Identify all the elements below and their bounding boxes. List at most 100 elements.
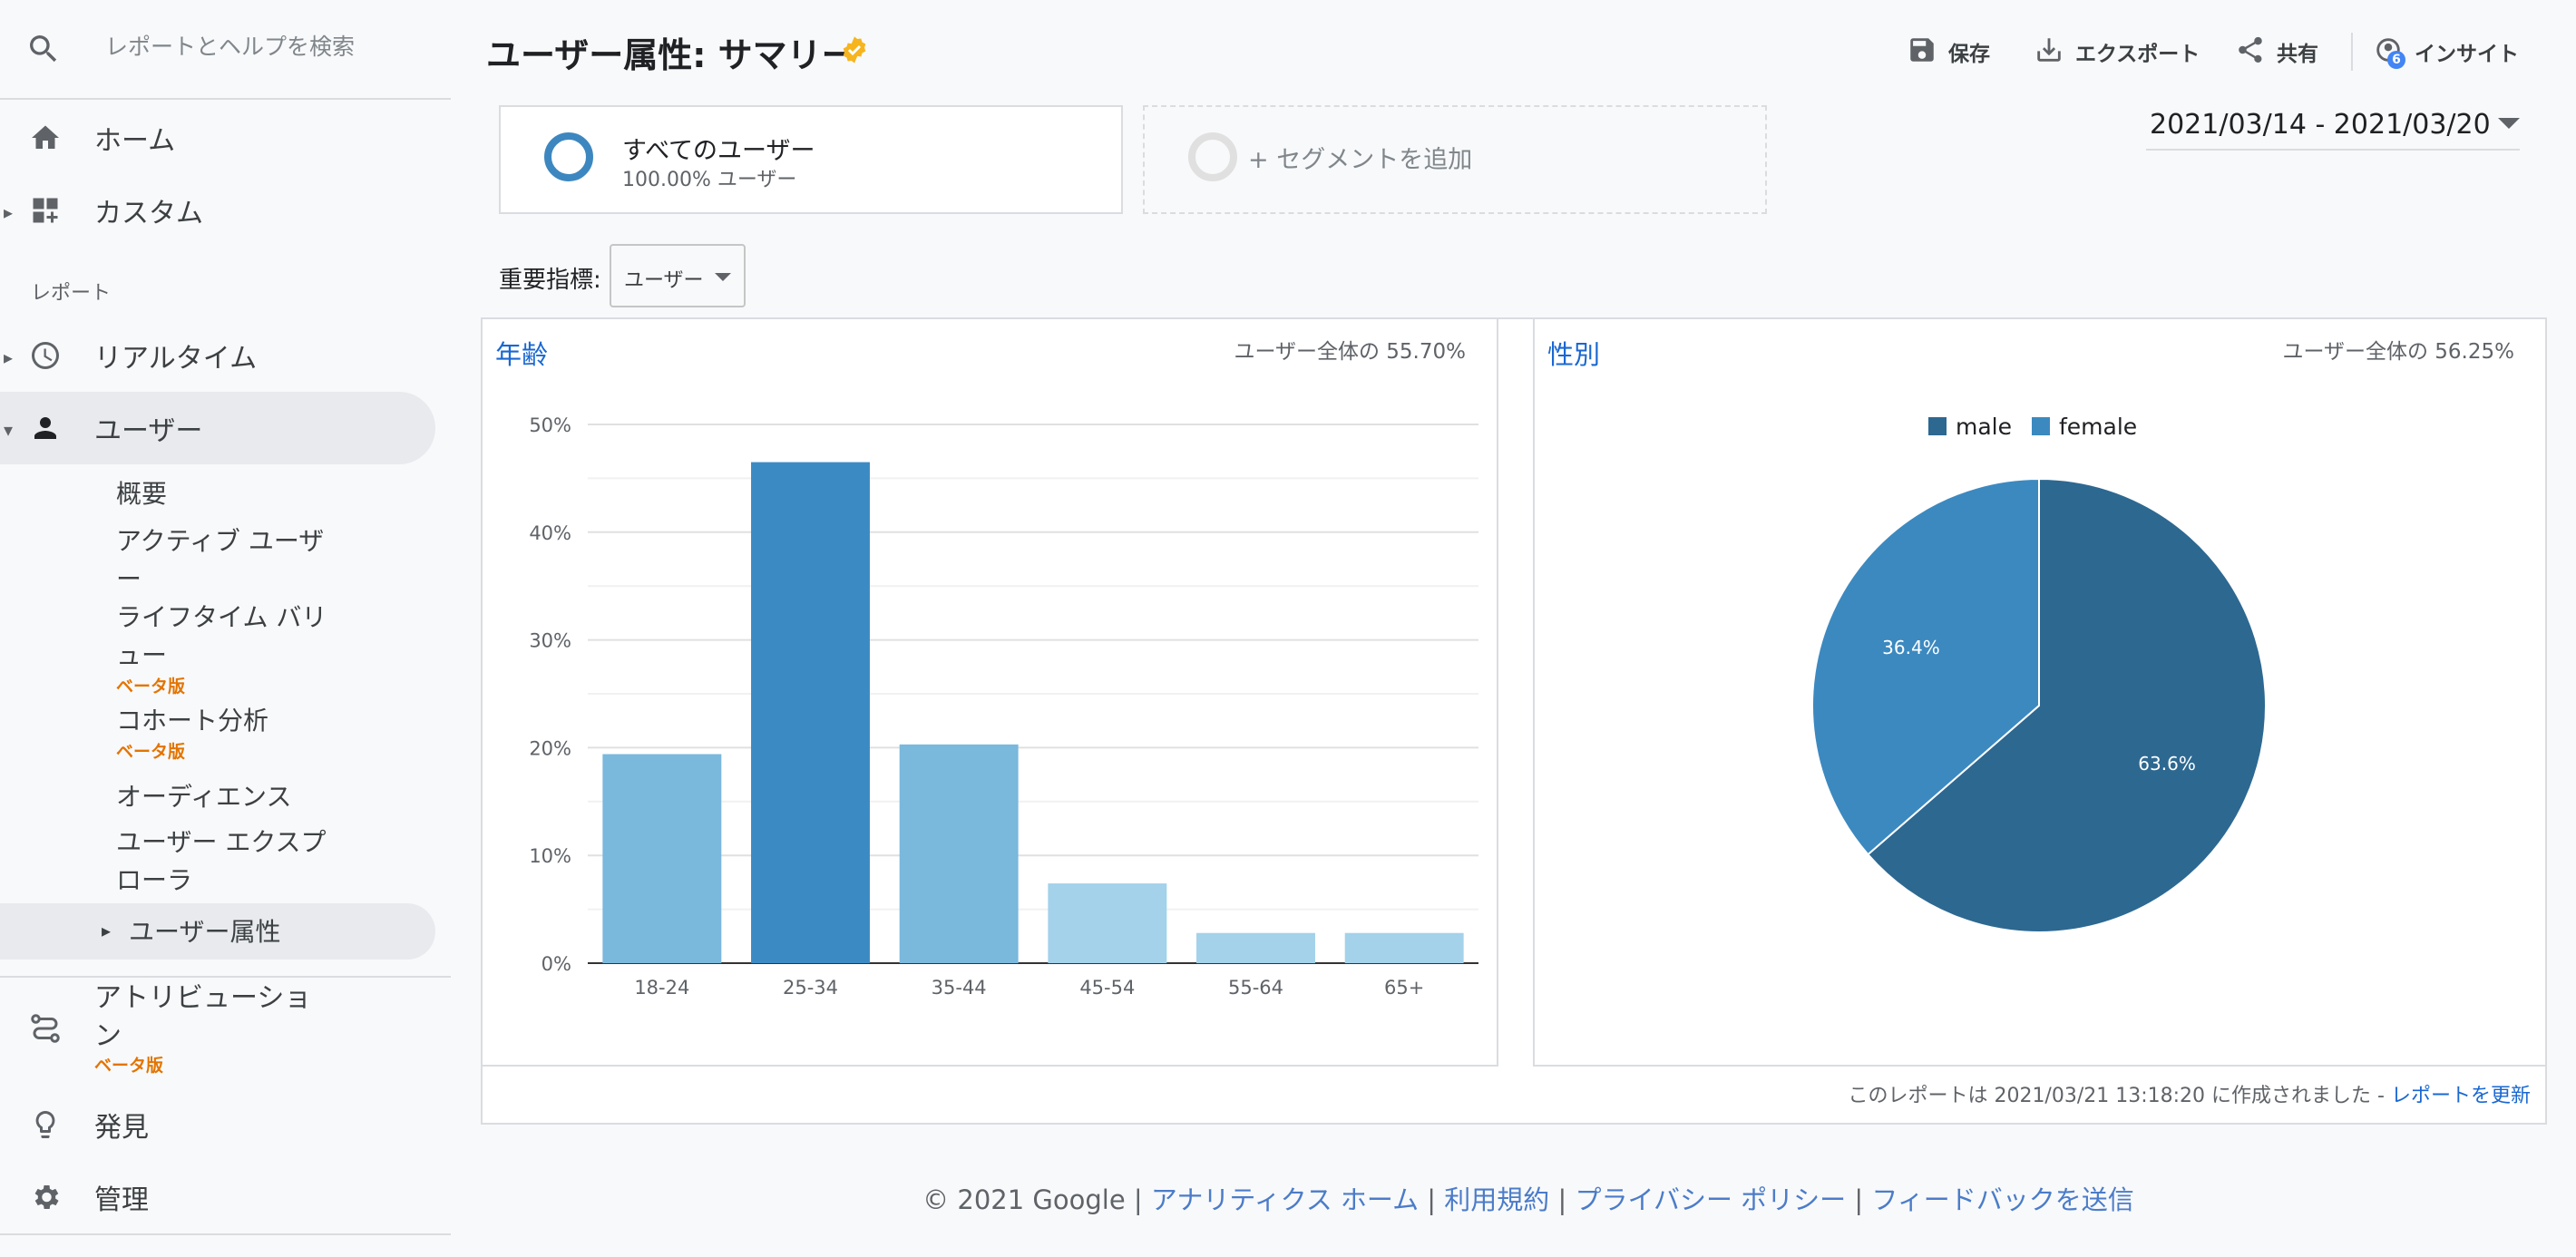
bar[interactable] (751, 462, 870, 963)
gear-icon (34, 1184, 59, 1210)
pie-slice-label: 36.4% (1882, 637, 1940, 658)
sidebar-item-label: ユーザー属性 (129, 917, 281, 947)
y-tick-label: 10% (529, 845, 571, 867)
expand-caret-icon[interactable]: ▸ (4, 201, 14, 223)
report-generated-note: このレポートは 2021/03/21 13:18:20 に作成されました - レ… (1848, 1079, 2531, 1108)
date-range-picker[interactable]: 2021/03/14 - 2021/03/20 (2146, 105, 2520, 151)
footer-link-terms[interactable]: 利用規約 (1444, 1184, 1550, 1215)
copyright-text: © 2021 Google (922, 1184, 1126, 1215)
route-icon (31, 1014, 60, 1043)
age-panel: 年齢 ユーザー全体の 55.70% 0% 10% 20% 30% 40% 50% 18-24… (481, 317, 1498, 1067)
sidebar-item-label: 発見 (94, 1112, 149, 1144)
sidebar-subitem-overview[interactable]: 概要 (116, 479, 168, 509)
sidebar-item-label: ホーム (94, 125, 176, 157)
segment-name: すべてのユーザー (622, 137, 815, 165)
sidebar-item-users[interactable]: ▾ ユーザー (0, 392, 435, 464)
bar[interactable] (1048, 883, 1167, 963)
insights-button[interactable]: 6 インサイト (2373, 33, 2536, 69)
gender-panel: 性別 ユーザー全体の 56.25% male female 63.6% 36.4% (1533, 317, 2547, 1067)
pie-slice-label: 63.6% (2138, 753, 2196, 775)
sidebar-item-custom[interactable]: ▸ カスタム (0, 174, 435, 247)
x-tick-label: 35-44 (932, 977, 987, 999)
gender-panel-title[interactable]: 性別 (1547, 339, 1601, 370)
sidebar-item-label: アトリビューション (94, 982, 312, 1052)
chevron-down-icon (715, 273, 731, 281)
share-button[interactable]: 共有 (2235, 33, 2335, 69)
bar[interactable] (1196, 932, 1315, 963)
legend-label[interactable]: male (1956, 414, 2012, 440)
bar[interactable] (899, 744, 1019, 963)
sidebar-subitem-cohort[interactable]: コホート分析 (116, 706, 269, 736)
segment-percentage: 100.00% ユーザー (622, 169, 797, 191)
legend-label[interactable]: female (2059, 414, 2137, 440)
legend-swatch (2032, 417, 2050, 435)
save-button[interactable]: 保存 (1907, 33, 2006, 69)
add-segment-button[interactable]: + セグメントを追加 (1143, 105, 1767, 214)
download-icon (2037, 38, 2061, 62)
footer-link-feedback[interactable]: フィードバックを送信 (1871, 1184, 2134, 1215)
segment-all-users[interactable]: すべてのユーザー 100.00% ユーザー (499, 105, 1123, 214)
sidebar-item-label: カスタム (94, 198, 203, 229)
sidebar-search[interactable]: レポートとヘルプを検索 (0, 0, 451, 100)
expand-caret-icon[interactable]: ▸ (102, 920, 112, 941)
share-icon (2239, 36, 2262, 63)
gender-panel-note: ユーザー全体の 56.25% (2282, 340, 2514, 364)
home-icon (32, 125, 59, 149)
footer-link-privacy[interactable]: プライバシー ポリシー (1575, 1184, 1847, 1215)
expand-caret-icon[interactable]: ▸ (4, 346, 14, 368)
sidebar-item-home[interactable]: ホーム (0, 102, 435, 174)
bar[interactable] (602, 754, 722, 963)
segment-ring-icon (544, 132, 593, 181)
legend-swatch (1928, 417, 1947, 435)
pie-slice[interactable] (1867, 477, 2267, 933)
age-panel-title[interactable]: 年齢 (495, 339, 549, 370)
clock-icon (32, 342, 59, 369)
footer-link-analytics-home[interactable]: アナリティクス ホーム (1150, 1184, 1420, 1215)
x-tick-label: 18-24 (634, 977, 689, 999)
sidebar-item-discover[interactable]: 発見 (0, 1088, 435, 1161)
age-bar-chart: 0% 10% 20% 30% 40% 50% 18-24 25-34 35-44 45-54 55-… (529, 414, 1478, 999)
x-tick-label: 55-64 (1228, 977, 1283, 999)
search-input[interactable]: レポートとヘルプを検索 (105, 34, 356, 60)
reports-section-label: レポート (31, 282, 112, 305)
x-tick-label: 65+ (1384, 977, 1424, 999)
segment-ring-icon (1188, 132, 1237, 181)
toolbar-separator (2351, 33, 2353, 71)
pie-slice[interactable] (1811, 477, 2040, 856)
gender-pie-chart: male female 63.6% 36.4% (1811, 414, 2267, 933)
dashboard-plus-icon (33, 198, 58, 223)
save-label: 保存 (1948, 43, 1990, 66)
add-segment-label: + セグメントを追加 (1248, 146, 1473, 174)
metric-dropdown[interactable]: ユーザー (610, 244, 746, 307)
insights-label: インサイト (2415, 43, 2519, 66)
page-footer: © 2021 Google | アナリティクス ホーム | 利用規約 | プライ… (922, 1184, 2134, 1215)
sidebar: レポートとヘルプを検索 ホーム ▸ カスタム レポート ▸ リアルタイム ▾ ユ… (0, 0, 451, 1257)
generated-text: このレポートは 2021/03/21 13:18:20 に作成されました - (1848, 1085, 2385, 1107)
y-tick-label: 20% (529, 737, 571, 759)
export-button[interactable]: エクスポート (2034, 33, 2215, 69)
export-label: エクスポート (2075, 43, 2200, 66)
refresh-report-link[interactable]: レポートを更新 (2390, 1085, 2531, 1107)
y-tick-label: 0% (542, 953, 571, 975)
chevron-down-icon (2498, 118, 2520, 129)
sidebar-item-admin[interactable]: 管理 (0, 1161, 435, 1233)
x-tick-label: 45-54 (1079, 977, 1135, 999)
sidebar-subitem-active-users[interactable]: アクティブ ユーザー (116, 526, 325, 594)
collapse-caret-icon[interactable]: ▾ (4, 419, 14, 441)
page-title: ユーザー属性: サマリー (486, 35, 856, 75)
share-label: 共有 (2277, 43, 2318, 66)
search-icon (30, 35, 57, 63)
beta-badge: ベータ版 (116, 677, 186, 697)
sidebar-item-label: 管理 (94, 1184, 149, 1216)
save-icon (1910, 38, 1934, 62)
bar[interactable] (1344, 932, 1464, 963)
sidebar-subitem-audience[interactable]: オーディエンス (116, 782, 292, 812)
divider (0, 976, 451, 978)
person-icon (34, 417, 56, 439)
sidebar-subitem-lifetime-value[interactable]: ライフタイム バリュー (116, 602, 327, 670)
sidebar-subitem-demographics[interactable]: ▸ ユーザー属性 (0, 903, 435, 960)
sidebar-subitem-user-explorer[interactable]: ユーザー エクスプローラ (116, 827, 327, 895)
sidebar-item-realtime[interactable]: ▸ リアルタイム (0, 319, 435, 392)
sidebar-item-attribution[interactable]: アトリビューション (0, 979, 435, 1079)
metric-value: ユーザー (624, 269, 704, 292)
